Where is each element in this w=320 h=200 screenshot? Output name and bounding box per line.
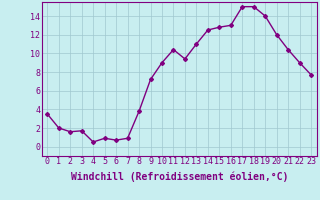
X-axis label: Windchill (Refroidissement éolien,°C): Windchill (Refroidissement éolien,°C) — [70, 172, 288, 182]
